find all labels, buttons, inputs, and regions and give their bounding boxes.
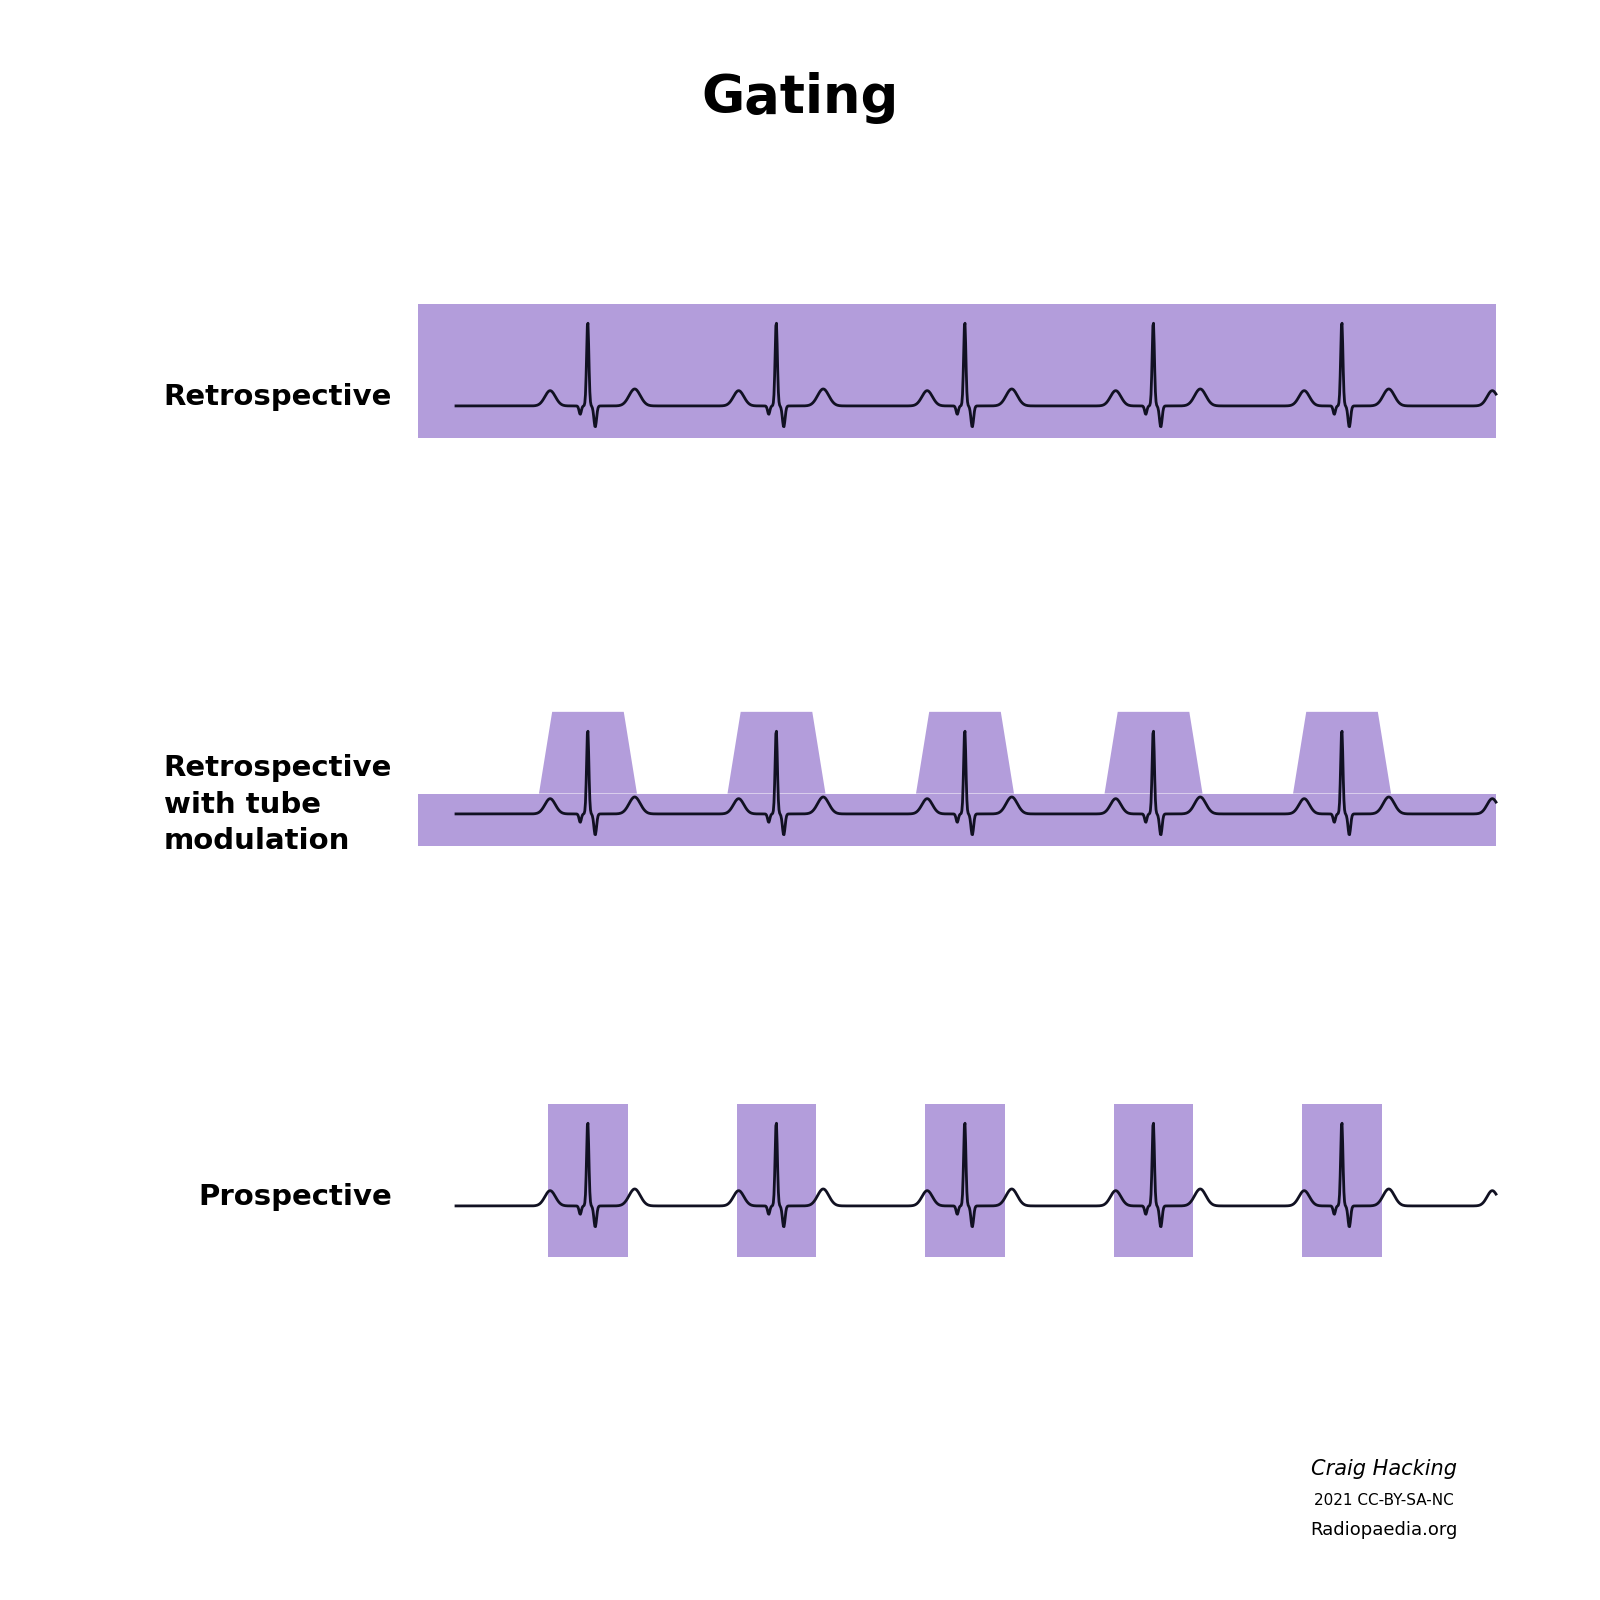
Text: Prospective: Prospective — [198, 1182, 392, 1211]
Text: Radiopaedia.org: Radiopaedia.org — [1310, 1520, 1458, 1539]
Text: Gating: Gating — [701, 72, 899, 125]
Bar — [549, 1104, 627, 1258]
Text: Retrospective: Retrospective — [163, 382, 392, 411]
Bar — [738, 1104, 816, 1258]
Text: Craig Hacking: Craig Hacking — [1310, 1459, 1458, 1478]
Bar — [418, 304, 1496, 438]
Bar — [925, 1104, 1005, 1258]
Polygon shape — [917, 712, 1014, 794]
Polygon shape — [1293, 712, 1390, 794]
Text: Retrospective
with tube
modulation: Retrospective with tube modulation — [163, 754, 392, 856]
Polygon shape — [539, 712, 637, 794]
Bar — [1114, 1104, 1194, 1258]
Text: 2021 CC-BY-SA-NC: 2021 CC-BY-SA-NC — [1314, 1493, 1454, 1509]
Polygon shape — [1104, 712, 1203, 794]
Bar — [418, 794, 1496, 846]
Polygon shape — [728, 712, 826, 794]
Bar — [1302, 1104, 1382, 1258]
